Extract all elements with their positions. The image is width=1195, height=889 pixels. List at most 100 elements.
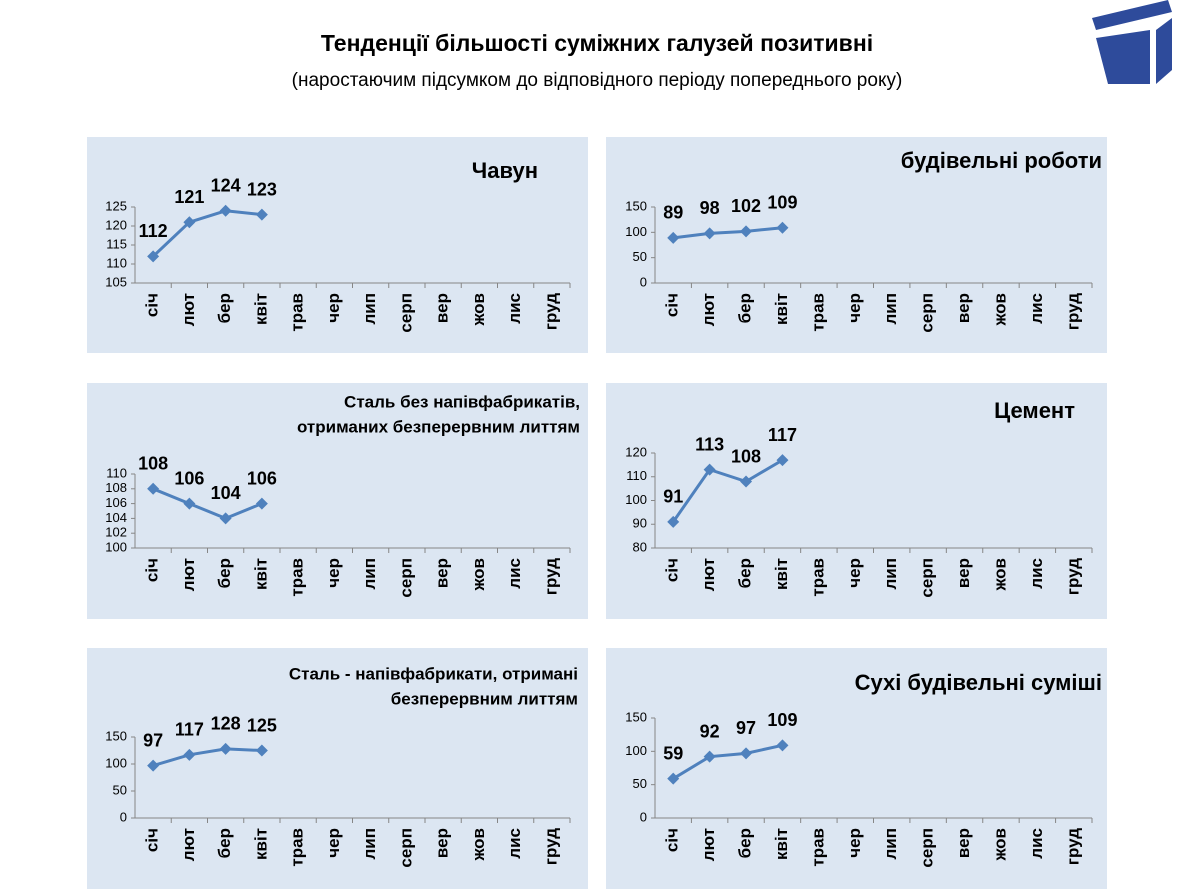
- panel-background: [606, 137, 1107, 353]
- data-label: 97: [143, 730, 163, 750]
- y-tick-label: 50: [113, 782, 127, 797]
- x-tick-label: трав: [808, 558, 827, 597]
- marker: [776, 739, 789, 752]
- marker: [219, 742, 232, 755]
- x-tick-label: груд: [1063, 293, 1082, 330]
- x-tick-label: січ: [143, 293, 162, 317]
- slide-subtitle: (наростаючим підсумком до відповідного п…: [292, 70, 903, 91]
- data-label: 108: [731, 446, 761, 466]
- chart-panel: будівельні роботи 0 50 100 150 січ лют бер квіт т…: [606, 137, 1107, 353]
- y-tick-label: 106: [105, 495, 127, 510]
- data-label: 92: [700, 721, 720, 741]
- x-tick-label: груд: [1063, 828, 1082, 865]
- line: [152, 747, 262, 768]
- x-tick-label: бер: [215, 293, 234, 323]
- x-tick-label: жов: [990, 558, 1009, 591]
- slide-title: Тенденції більшості суміжних галузей поз…: [321, 30, 873, 56]
- chart-title: безперервним литтям: [391, 689, 578, 708]
- x-tick-label: лис: [505, 828, 524, 859]
- x-tick-label: чер: [845, 828, 864, 858]
- x-tick-label: жов: [990, 828, 1009, 861]
- x-tick-label: січ: [663, 558, 682, 582]
- marker: [183, 497, 196, 510]
- x-tick-label: бер: [736, 293, 755, 323]
- y-tick-label: 90: [633, 516, 647, 531]
- x-tick-label: січ: [663, 828, 682, 852]
- x-tick-label: вер: [954, 558, 973, 588]
- data-label: 123: [247, 179, 277, 199]
- y-tick-label: 80: [633, 539, 647, 554]
- marker: [776, 454, 789, 467]
- y-tick-label: 50: [633, 776, 647, 791]
- data-label: 124: [211, 176, 241, 196]
- y-tick-label: 102: [105, 525, 127, 540]
- y-tick-label: 100: [625, 492, 647, 507]
- chart-panel: Сталь без напівфабрикатів, отриманих безп…: [87, 383, 588, 619]
- x-tick-label: серп: [396, 828, 415, 868]
- chart-title: Сталь - напівфабрикати, отримані: [289, 664, 578, 683]
- x-tick-label: лют: [699, 828, 718, 861]
- marker: [219, 512, 232, 525]
- y-tick-label: 150: [105, 728, 127, 743]
- x-tick-label: квіт: [251, 828, 270, 860]
- marker: [740, 747, 753, 760]
- y-tick-label: 100: [625, 224, 647, 239]
- data-label: 113: [695, 434, 724, 454]
- marker: [255, 208, 268, 221]
- data-label: 89: [663, 203, 683, 223]
- marker: [147, 759, 160, 772]
- x-tick-label: лют: [699, 558, 718, 591]
- chart-title: Чавун: [472, 158, 538, 183]
- line: [672, 743, 783, 780]
- x-tick-label: серп: [918, 293, 937, 333]
- marker: [183, 216, 196, 229]
- marker: [147, 482, 160, 495]
- x-tick-label: бер: [736, 558, 755, 588]
- x-tick-label: лип: [881, 828, 900, 860]
- x-tick-label: чер: [324, 828, 343, 858]
- x-tick-label: вер: [954, 293, 973, 323]
- chart-title: Сухі будівельні суміші: [855, 670, 1102, 695]
- y-tick-label: 104: [105, 510, 127, 525]
- x-tick-label: трав: [808, 293, 827, 332]
- marker: [703, 463, 716, 476]
- x-tick-label: чер: [845, 293, 864, 323]
- x-tick-label: лют: [699, 293, 718, 326]
- x-tick-label: лис: [505, 558, 524, 589]
- x-tick-label: груд: [541, 293, 560, 330]
- data-label: 125: [247, 715, 277, 735]
- x-tick-label: вер: [954, 828, 973, 858]
- x-tick-label: серп: [396, 558, 415, 598]
- y-tick-label: 100: [625, 743, 647, 758]
- y-tick-label: 150: [625, 709, 647, 724]
- data-label: 102: [731, 196, 761, 216]
- line: [671, 458, 784, 523]
- x-tick-label: лют: [179, 293, 198, 326]
- x-tick-label: лис: [1027, 558, 1046, 589]
- marker: [740, 475, 753, 488]
- panel-background: [87, 137, 588, 353]
- y-tick-label: 100: [105, 539, 127, 554]
- x-tick-label: жов: [469, 558, 488, 591]
- data-label: 117: [175, 720, 204, 740]
- line: [152, 209, 263, 258]
- marker: [219, 204, 232, 217]
- x-tick-label: чер: [324, 558, 343, 588]
- marker: [703, 227, 716, 240]
- marker: [703, 750, 716, 763]
- line: [152, 487, 263, 521]
- data-label: 91: [663, 487, 683, 507]
- x-tick-label: лют: [179, 828, 198, 861]
- y-tick-label: 120: [625, 444, 647, 459]
- marker: [147, 250, 160, 263]
- panel-background: [87, 383, 588, 619]
- panel-background: [87, 648, 588, 889]
- y-tick-label: 0: [120, 809, 127, 824]
- x-tick-label: квіт: [772, 558, 791, 590]
- data-label: 128: [211, 714, 241, 734]
- x-tick-label: трав: [808, 828, 827, 867]
- chart-title: будівельні роботи: [901, 148, 1102, 173]
- x-tick-label: чер: [324, 293, 343, 323]
- data-label: 97: [736, 718, 756, 738]
